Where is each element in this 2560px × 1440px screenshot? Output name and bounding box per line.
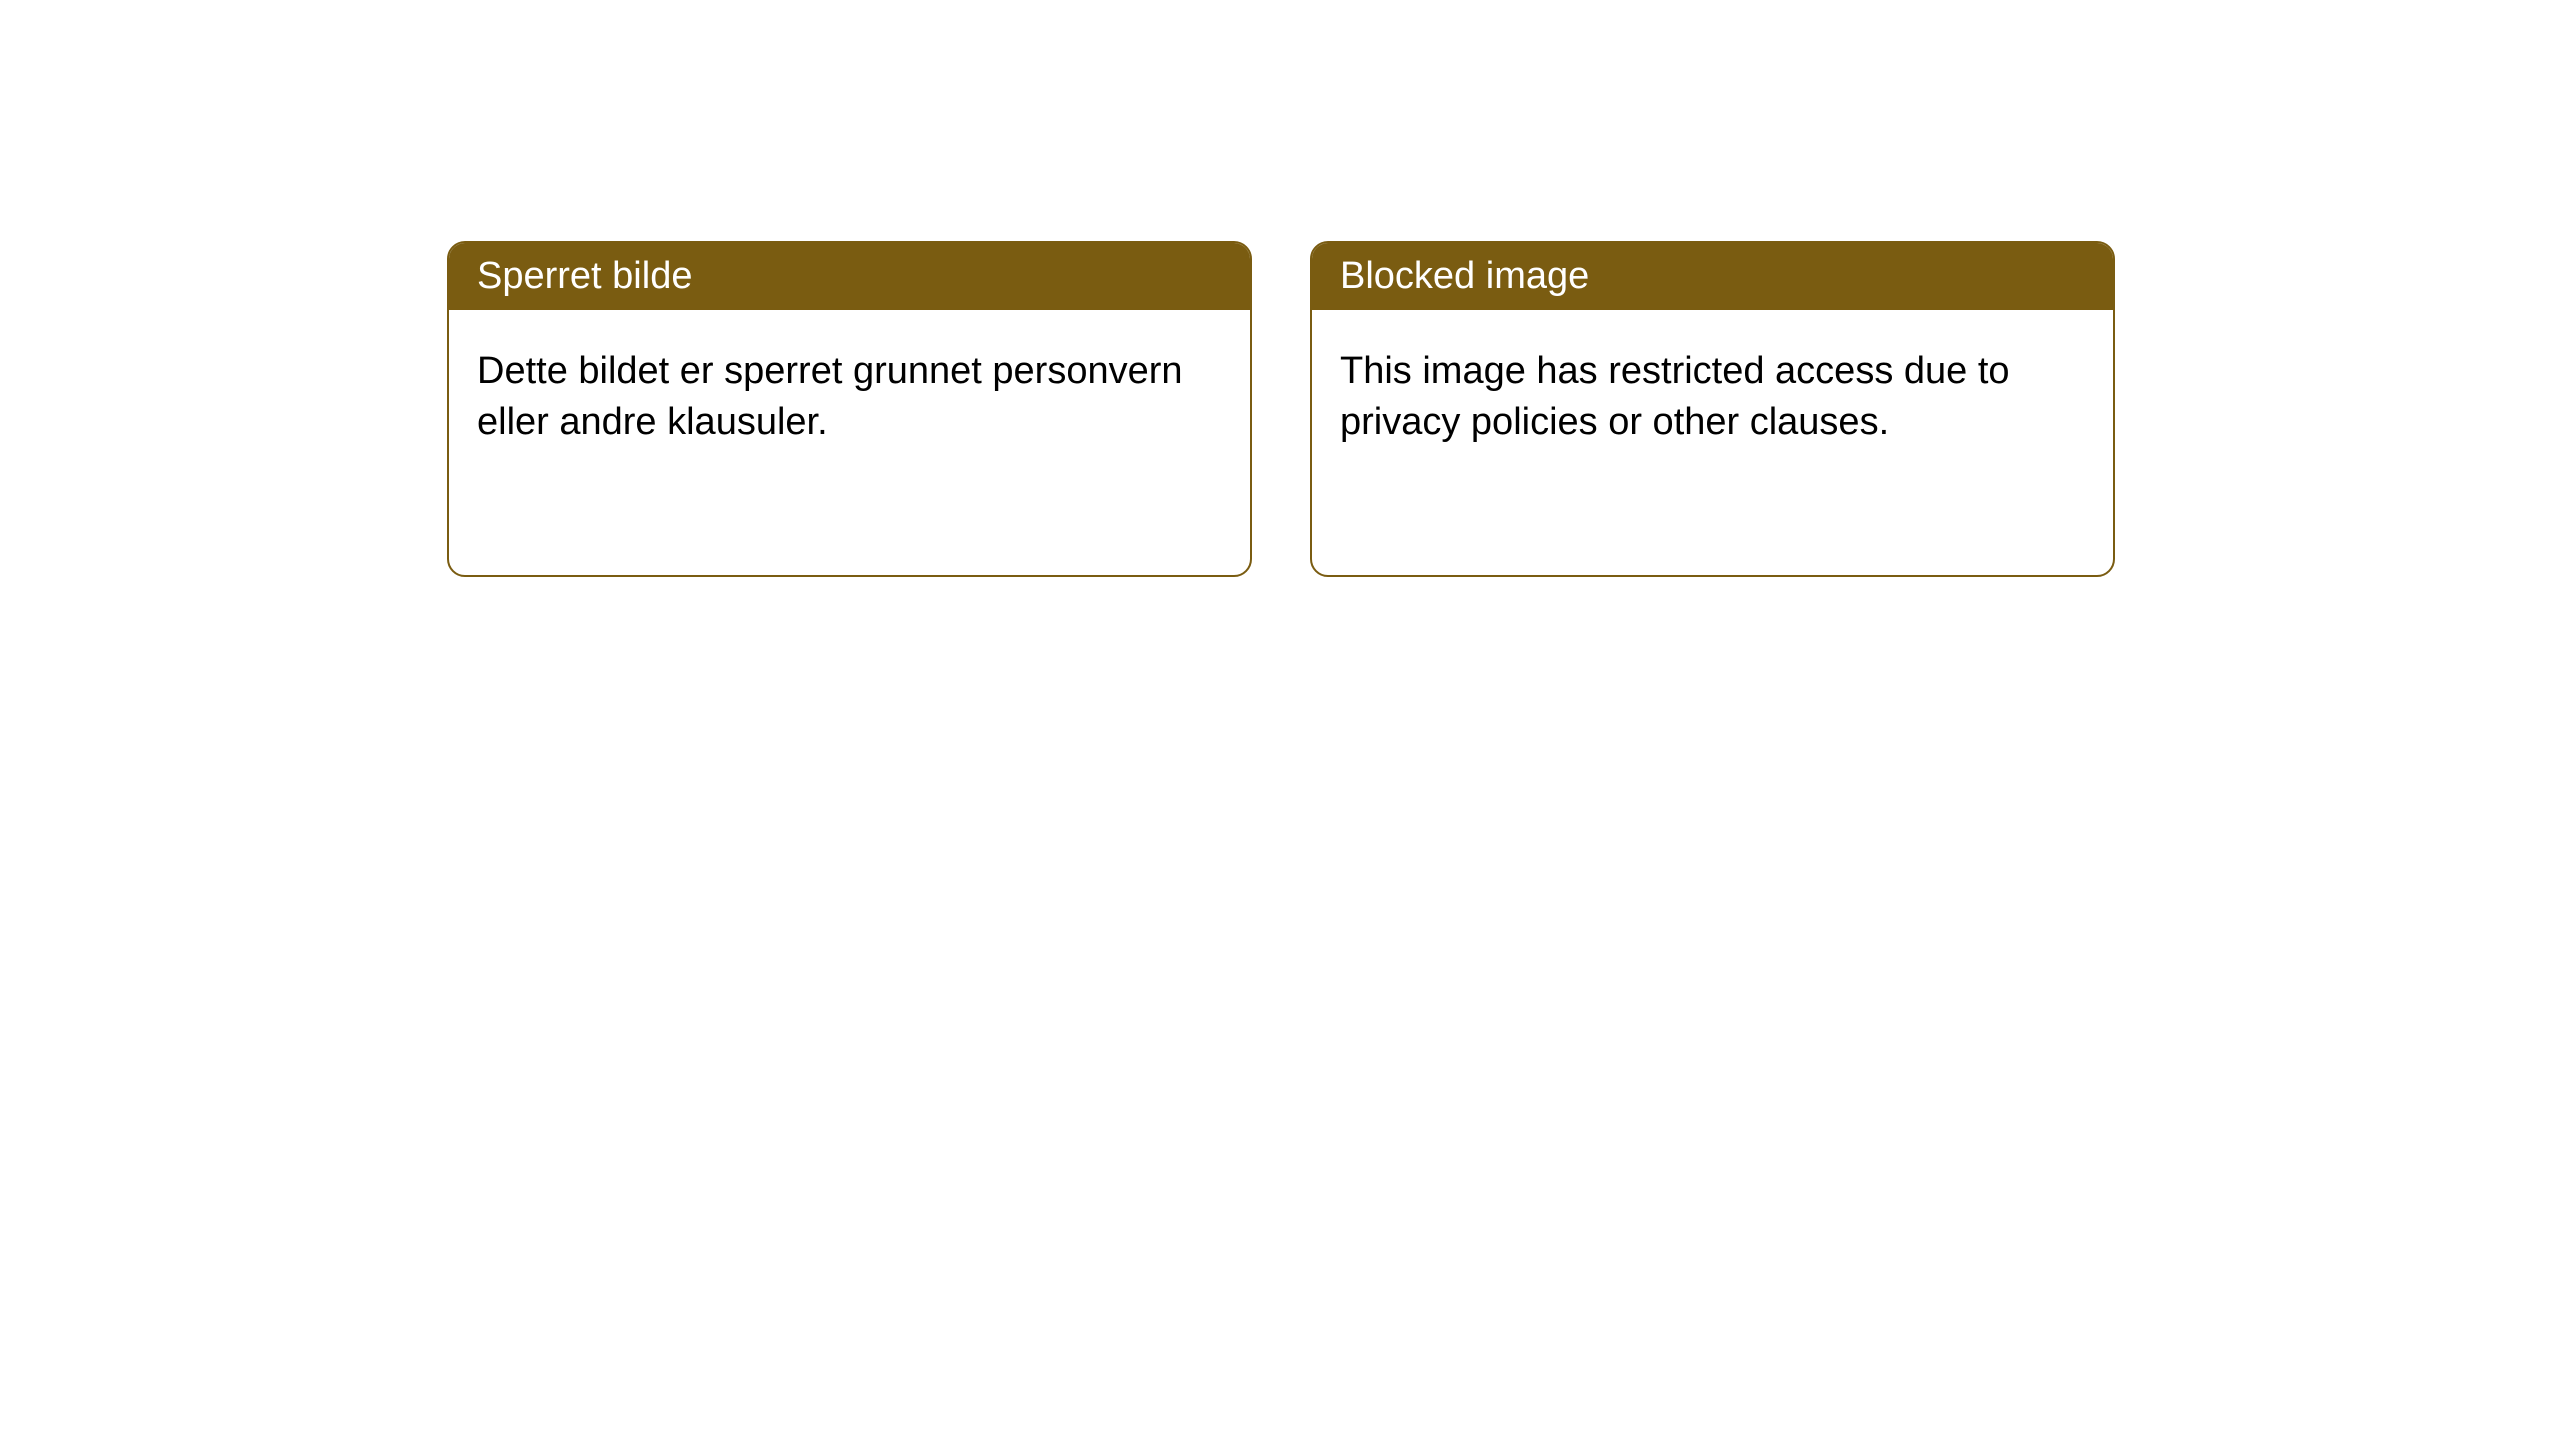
card-title: Sperret bilde bbox=[477, 255, 692, 297]
card-body: This image has restricted access due to … bbox=[1312, 310, 2113, 485]
card-title: Blocked image bbox=[1340, 255, 1589, 297]
card-message: This image has restricted access due to … bbox=[1340, 350, 2010, 443]
blocked-image-card-en: Blocked image This image has restricted … bbox=[1310, 241, 2115, 577]
blocked-image-cards: Sperret bilde Dette bildet er sperret gr… bbox=[447, 241, 2115, 577]
blocked-image-card-no: Sperret bilde Dette bildet er sperret gr… bbox=[447, 241, 1252, 577]
card-header: Blocked image bbox=[1312, 243, 2113, 310]
card-header: Sperret bilde bbox=[449, 243, 1250, 310]
card-body: Dette bildet er sperret grunnet personve… bbox=[449, 310, 1250, 485]
card-message: Dette bildet er sperret grunnet personve… bbox=[477, 350, 1183, 443]
